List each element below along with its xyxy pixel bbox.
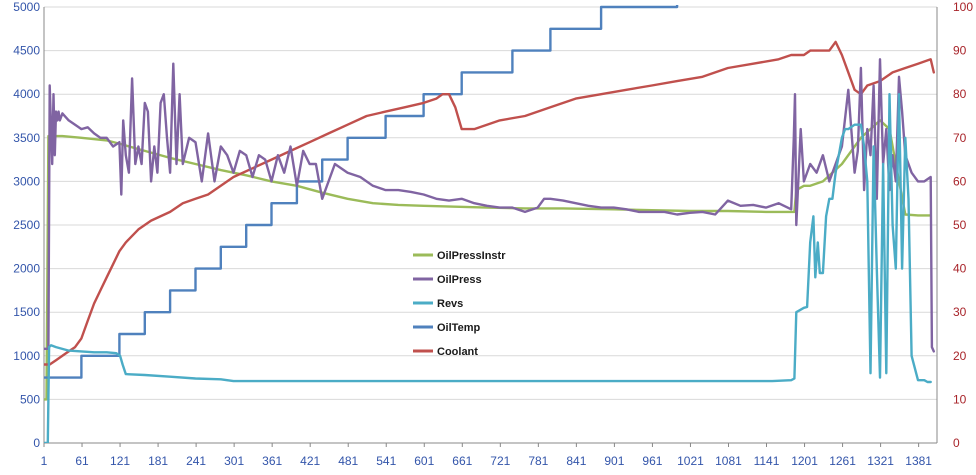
right-tick-label: 40 bbox=[953, 262, 967, 276]
right-tick-label: 90 bbox=[953, 44, 967, 58]
x-tick-label: 241 bbox=[186, 454, 206, 468]
x-tick-label: 1081 bbox=[715, 454, 742, 468]
x-tick-label: 421 bbox=[300, 454, 320, 468]
right-tick-label: 0 bbox=[953, 436, 960, 450]
left-tick-label: 4000 bbox=[13, 87, 40, 101]
right-tick-label: 80 bbox=[953, 87, 967, 101]
x-tick-label: 721 bbox=[490, 454, 510, 468]
legend-label: Coolant bbox=[437, 346, 478, 358]
x-tick-label: 1141 bbox=[754, 454, 780, 468]
left-axis-ticks: 0 500 1000 1500 2000 2500 3000 3500 4000 4500 5000 bbox=[13, 0, 40, 450]
left-tick-label: 0 bbox=[33, 436, 40, 450]
left-tick-label: 4500 bbox=[13, 44, 40, 58]
x-tick-label: 1201 bbox=[791, 454, 818, 468]
x-tick-label: 1321 bbox=[867, 454, 894, 468]
x-tick-label: 661 bbox=[452, 454, 472, 468]
x-tick-label: 361 bbox=[262, 454, 282, 468]
series-line-revs bbox=[44, 92, 932, 443]
series-line-oiltemp bbox=[44, 5, 679, 379]
left-tick-label: 5000 bbox=[13, 0, 40, 14]
left-tick-label: 1000 bbox=[13, 349, 40, 363]
legend-label: OilPress bbox=[437, 274, 482, 286]
x-axis-ticks: 1 61 121 181 241 301 361 421 481 541 601 661 721 781 8… bbox=[41, 443, 932, 468]
right-tick-label: 60 bbox=[953, 174, 967, 188]
x-tick-label: 1381 bbox=[905, 454, 932, 468]
legend: OilPressInstr OilPress Revs OilTemp Coolant bbox=[413, 250, 506, 358]
legend-label: OilPressInstr bbox=[437, 250, 506, 262]
right-axis-ticks: 0 10 20 30 40 50 60 70 80 90 100 bbox=[953, 0, 973, 450]
x-tick-label: 841 bbox=[566, 454, 586, 468]
right-tick-label: 10 bbox=[953, 392, 967, 406]
axes bbox=[43, 7, 938, 444]
x-tick-label: 181 bbox=[148, 454, 168, 468]
right-tick-label: 30 bbox=[953, 305, 967, 319]
left-tick-label: 3000 bbox=[13, 174, 40, 188]
legend-label: OilTemp bbox=[437, 322, 480, 334]
left-tick-label: 500 bbox=[20, 392, 40, 406]
left-tick-label: 3500 bbox=[13, 131, 40, 145]
x-tick-label: 961 bbox=[642, 454, 662, 468]
x-tick-label: 61 bbox=[75, 454, 89, 468]
right-tick-label: 70 bbox=[953, 131, 967, 145]
left-tick-label: 2500 bbox=[13, 218, 40, 232]
right-tick-label: 20 bbox=[953, 349, 967, 363]
x-tick-label: 481 bbox=[338, 454, 358, 468]
x-tick-label: 541 bbox=[376, 454, 396, 468]
x-tick-label: 781 bbox=[528, 454, 548, 468]
x-tick-label: 1261 bbox=[829, 454, 856, 468]
x-tick-label: 301 bbox=[224, 454, 244, 468]
x-tick-label: 121 bbox=[110, 454, 130, 468]
x-tick-label: 1021 bbox=[677, 454, 704, 468]
right-tick-label: 50 bbox=[953, 218, 967, 232]
series-lines bbox=[44, 5, 935, 443]
legend-label: Revs bbox=[437, 298, 463, 310]
grid-lines bbox=[44, 6, 937, 444]
right-tick-label: 100 bbox=[953, 0, 973, 14]
series-line-oilpressinstr bbox=[44, 119, 932, 401]
series-line-coolant bbox=[44, 40, 935, 366]
x-tick-label: 1 bbox=[41, 454, 48, 468]
left-tick-label: 2000 bbox=[13, 262, 40, 276]
left-tick-label: 1500 bbox=[13, 305, 40, 319]
x-tick-label: 901 bbox=[604, 454, 624, 468]
x-tick-label: 601 bbox=[414, 454, 434, 468]
series-line-oilpress bbox=[44, 58, 935, 353]
